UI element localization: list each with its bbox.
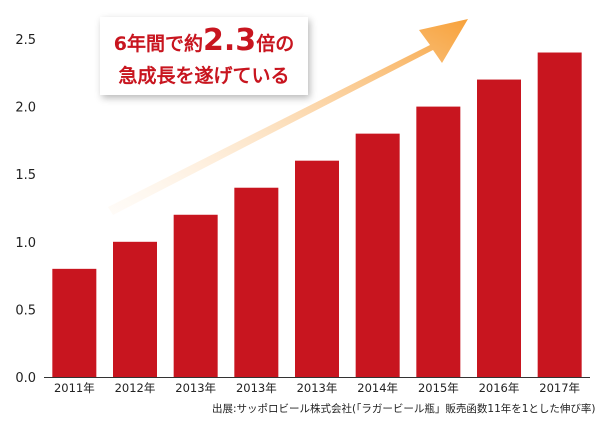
bar [295, 160, 339, 377]
bar [173, 214, 218, 377]
bar [113, 241, 157, 377]
x-tick-label: 2011年 [54, 381, 95, 395]
x-tick-label: 2013年 [297, 381, 338, 395]
x-tick-label: 2014年 [357, 381, 398, 395]
x-tick-label: 2017年 [539, 381, 580, 395]
callout-suffix: 倍の [256, 33, 295, 55]
y-axis-ticks: 0.0 0.5 1.0 1.5 2.0 2.5 [15, 33, 36, 386]
bar [537, 52, 582, 378]
growth-arrow [108, 19, 468, 215]
bar [234, 187, 279, 377]
y-tick-label: 0.0 [15, 371, 36, 386]
y-tick-label: 0.5 [15, 303, 36, 318]
x-tick-label: 2013年 [236, 381, 277, 395]
callout-line-2: 急成長を遂げている [118, 65, 290, 87]
callout-line-1: 6年間で約2.3倍の [100, 23, 308, 58]
growth-callout: 6年間で約2.3倍の 急成長を遂げている [100, 17, 308, 95]
bar [416, 106, 461, 377]
bar [52, 268, 97, 377]
bar [477, 79, 521, 377]
x-tick-label: 2012年 [115, 381, 156, 395]
bars [52, 52, 582, 378]
bar [355, 133, 400, 377]
x-tick-label: 2015年 [418, 381, 459, 395]
y-tick-label: 2.5 [15, 33, 36, 48]
x-axis-ticks: 2011年 2012年 2013年 2013年 2013年 2014年 2015年 2016年… [54, 381, 580, 395]
x-tick-label: 2016年 [479, 381, 520, 395]
y-tick-label: 1.5 [15, 168, 36, 183]
source-note: 出展:サッポロビール株式会社(「ラガービール瓶」販売函数11年を1とした伸び率) [212, 403, 596, 415]
y-tick-label: 1.0 [15, 236, 36, 251]
callout-number: 2.3 [203, 23, 257, 58]
callout-prefix: 6年間で約 [113, 33, 204, 55]
y-tick-label: 2.0 [15, 101, 36, 116]
x-tick-label: 2013年 [175, 381, 216, 395]
